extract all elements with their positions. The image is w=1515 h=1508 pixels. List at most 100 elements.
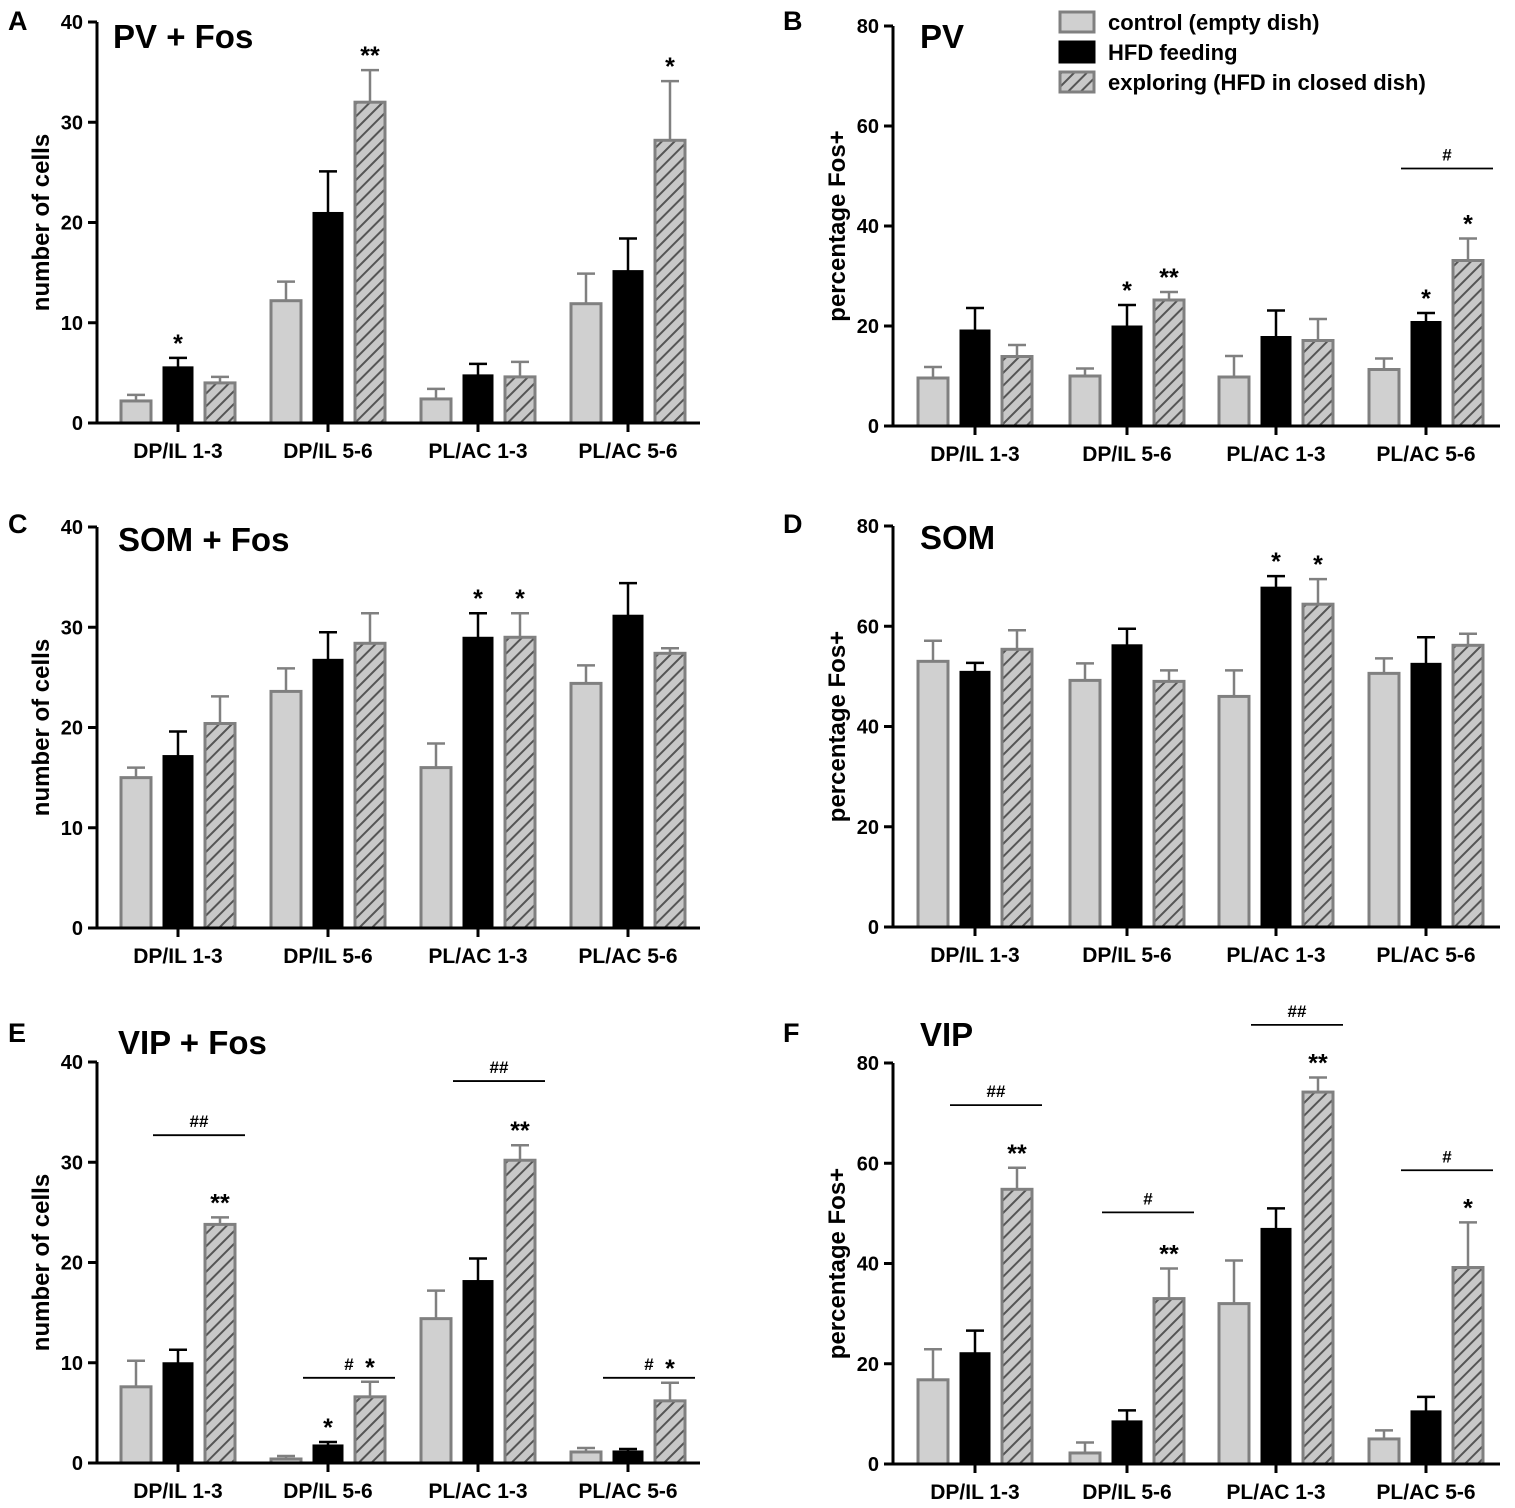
bracket-label: # bbox=[1442, 1147, 1452, 1166]
bar bbox=[203, 721, 237, 930]
bar bbox=[1068, 374, 1102, 428]
bar bbox=[462, 374, 494, 424]
bar bbox=[1217, 1302, 1251, 1466]
bar bbox=[569, 681, 603, 930]
bar bbox=[1111, 644, 1143, 928]
x-tick-label: DP/IL 5-6 bbox=[283, 440, 372, 463]
significance-label: * bbox=[665, 53, 675, 81]
bar bbox=[1217, 694, 1251, 929]
bar bbox=[612, 270, 644, 424]
bar bbox=[1451, 1266, 1485, 1466]
panel-title: VIP bbox=[920, 1016, 973, 1053]
y-tick-label: 80 bbox=[857, 1053, 879, 1075]
panel-letter: E bbox=[8, 1018, 26, 1048]
y-tick-label: 30 bbox=[61, 617, 83, 639]
y-tick-label: 0 bbox=[72, 918, 83, 940]
bar bbox=[1410, 321, 1442, 427]
panel-a: A PV + Fos number of cells * DP/IL 1-3 ** DP/I… bbox=[8, 6, 700, 463]
bar bbox=[569, 1450, 603, 1465]
significance-label: * bbox=[473, 585, 483, 613]
bar bbox=[1367, 1437, 1401, 1466]
bracket-label: # bbox=[1143, 1189, 1153, 1208]
bar bbox=[959, 670, 991, 928]
bar bbox=[1451, 259, 1485, 428]
significance-label: ** bbox=[1159, 264, 1179, 292]
bar bbox=[162, 755, 194, 929]
significance-label: ** bbox=[510, 1117, 530, 1145]
y-tick-label: 0 bbox=[868, 1454, 879, 1476]
bracket-label: ## bbox=[987, 1082, 1006, 1101]
bar bbox=[269, 689, 303, 930]
bar bbox=[1000, 647, 1034, 929]
panel-c: C SOM + Fos number of cells DP/IL 1-3 DP/IL … bbox=[8, 509, 700, 968]
significance-label: * bbox=[1313, 551, 1323, 579]
y-tick-label: 30 bbox=[61, 1152, 83, 1174]
y-tick-label: 40 bbox=[857, 717, 879, 739]
panel-f: F VIP percentage Fos+ ** DP/IL 1-3 ** DP/IL 5-… bbox=[783, 1002, 1500, 1504]
bar bbox=[1260, 586, 1292, 928]
legend-swatch bbox=[1058, 70, 1096, 94]
y-tick-label: 10 bbox=[61, 1353, 83, 1375]
bar bbox=[1111, 1420, 1143, 1465]
legend-label: HFD feeding bbox=[1108, 40, 1238, 65]
legend-label: exploring (HFD in closed dish) bbox=[1108, 70, 1426, 95]
bar bbox=[462, 1280, 494, 1464]
x-tick-label: PL/AC 5-6 bbox=[578, 1480, 677, 1503]
bar bbox=[1000, 355, 1034, 428]
bar bbox=[1301, 1090, 1335, 1466]
bar bbox=[1301, 339, 1335, 428]
bar bbox=[916, 376, 950, 428]
significance-label: * bbox=[1421, 285, 1431, 313]
significance-label: * bbox=[173, 330, 183, 358]
panel-title: SOM + Fos bbox=[118, 521, 289, 558]
bar bbox=[419, 397, 453, 425]
y-tick-label: 20 bbox=[61, 718, 83, 740]
legend-swatch bbox=[1058, 10, 1096, 34]
bracket-label: # bbox=[1442, 146, 1452, 165]
y-tick-label: 80 bbox=[857, 16, 879, 38]
bar bbox=[419, 1317, 453, 1465]
bar bbox=[353, 641, 387, 930]
y-tick-label: 60 bbox=[857, 116, 879, 138]
bar bbox=[653, 651, 687, 930]
legend-label: control (empty dish) bbox=[1108, 10, 1319, 35]
bar bbox=[959, 1352, 991, 1465]
bar bbox=[312, 1444, 344, 1464]
bar bbox=[653, 138, 687, 425]
y-tick-label: 10 bbox=[61, 313, 83, 335]
x-tick-label: DP/IL 1-3 bbox=[930, 443, 1019, 466]
bar bbox=[1367, 671, 1401, 929]
bar bbox=[1410, 662, 1442, 928]
significance-label: * bbox=[515, 585, 525, 613]
x-tick-label: PL/AC 5-6 bbox=[578, 440, 677, 463]
significance-label: * bbox=[1271, 548, 1281, 576]
panel-title: VIP + Fos bbox=[118, 1024, 267, 1061]
y-axis-label: number of cells bbox=[28, 134, 55, 311]
significance-label: ** bbox=[1007, 1140, 1027, 1168]
bar bbox=[119, 399, 153, 425]
significance-label: * bbox=[1463, 1194, 1473, 1222]
x-tick-label: PL/AC 1-3 bbox=[428, 440, 527, 463]
bar bbox=[612, 614, 644, 929]
bar bbox=[1260, 1227, 1292, 1465]
bar bbox=[162, 366, 194, 424]
significance-label: ** bbox=[1159, 1241, 1179, 1269]
y-axis-label: percentage Fos+ bbox=[824, 631, 851, 822]
bar bbox=[653, 1399, 687, 1465]
bar bbox=[1152, 298, 1186, 428]
x-tick-label: PL/AC 5-6 bbox=[1376, 443, 1475, 466]
bar bbox=[1260, 336, 1292, 427]
x-tick-label: PL/AC 1-3 bbox=[428, 945, 527, 968]
panel-letter: D bbox=[783, 509, 803, 539]
y-tick-label: 10 bbox=[61, 818, 83, 840]
legend-swatch bbox=[1058, 40, 1096, 64]
x-tick-label: DP/IL 1-3 bbox=[930, 1481, 1019, 1504]
x-tick-label: DP/IL 1-3 bbox=[930, 944, 1019, 967]
x-tick-label: PL/AC 1-3 bbox=[1226, 443, 1325, 466]
panel-title: SOM bbox=[920, 519, 995, 556]
bar bbox=[203, 381, 237, 425]
significance-label: * bbox=[665, 1355, 675, 1383]
y-tick-label: 20 bbox=[857, 1354, 879, 1376]
bar bbox=[916, 659, 950, 929]
